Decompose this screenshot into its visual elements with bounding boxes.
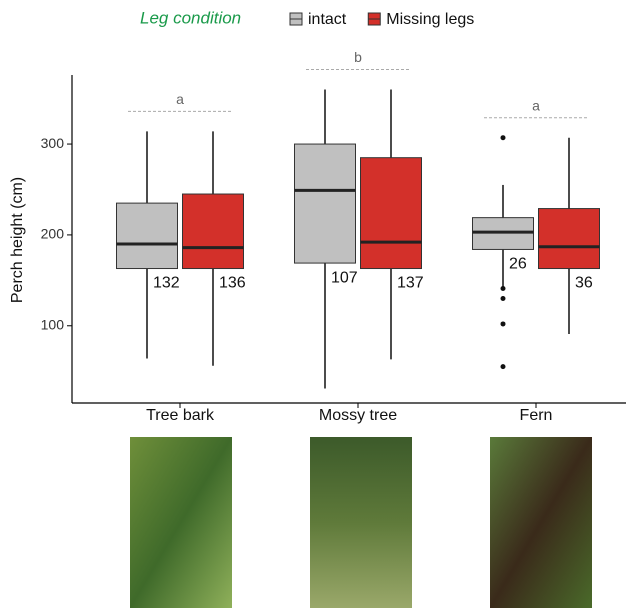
legend-title: Leg condition [140, 8, 241, 27]
photo-tree-bark [130, 437, 232, 608]
x-tick-label: Mossy tree [319, 407, 397, 424]
x-tick-label: Fern [520, 407, 553, 424]
photo-fern [490, 437, 592, 608]
outlier [500, 321, 506, 327]
count-label: 26 [509, 256, 527, 273]
y-tick-label: 300 [41, 135, 65, 151]
count-label: 137 [397, 275, 424, 292]
box [360, 157, 422, 270]
y-tick-label: 100 [41, 316, 65, 332]
outlier [500, 296, 506, 302]
outlier [500, 135, 506, 141]
x-tick-label: Tree bark [146, 407, 215, 424]
significance-letter: b [354, 49, 362, 65]
box [538, 208, 600, 270]
y-tick-label: 200 [41, 226, 65, 242]
count-label: 136 [219, 275, 246, 292]
outlier [500, 286, 506, 292]
legend-label: Missing legs [386, 11, 474, 28]
significance-letter: a [532, 97, 540, 113]
legend-label: intact [308, 11, 347, 28]
count-label: 107 [331, 269, 358, 286]
count-label: 132 [153, 275, 180, 292]
box [116, 202, 178, 270]
box [294, 143, 356, 264]
outlier [500, 364, 506, 370]
box [182, 193, 244, 270]
y-axis-label: Perch height (cm) [9, 177, 26, 303]
significance-letter: a [176, 91, 184, 107]
count-label: 36 [575, 275, 593, 292]
photo-mossy-tree [310, 437, 412, 608]
